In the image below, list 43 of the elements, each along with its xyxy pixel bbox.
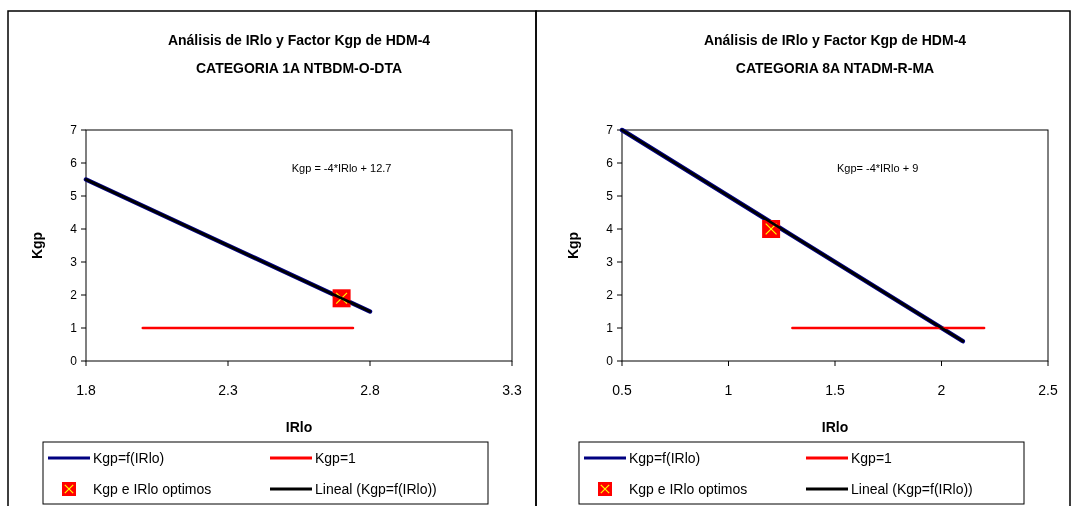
y-tick-label: 6 [70, 156, 78, 171]
chart-title: Análisis de IRlo y Factor Kgp de HDM-4 [703, 32, 967, 48]
y-tick-label: 2 [70, 288, 78, 303]
x-tick-label: 0.5 [612, 382, 632, 398]
chart-subtitle: CATEGORIA 1A NTBDM-O-DTA [195, 60, 403, 76]
legend-label: Kgp=1 [315, 449, 357, 466]
x-tick-label: 2.8 [360, 382, 380, 398]
y-tick-label: 1 [606, 321, 614, 336]
y-tick-label: 4 [70, 222, 78, 237]
legend-label: Lineal (Kgp=f(IRlo)) [851, 480, 973, 497]
y-tick-label: 2 [606, 288, 614, 303]
y-axis-title: Kgp [565, 231, 581, 260]
legend-label: Kgp e IRlo optimos [93, 480, 212, 497]
x-tick-label: 2.5 [1038, 382, 1058, 398]
legend-label: Lineal (Kgp=f(IRlo)) [315, 480, 437, 497]
y-tick-label: 5 [70, 189, 78, 204]
y-tick-label: 1 [70, 321, 78, 336]
y-tick-label: 0 [606, 354, 614, 369]
legend-label: Kgp=f(IRlo) [93, 449, 165, 466]
x-tick-label: 1.5 [825, 382, 845, 398]
x-tick-label: 1 [724, 382, 733, 398]
y-tick-label: 3 [606, 255, 614, 270]
y-tick-label: 7 [70, 123, 78, 138]
legend-label: Kgp e IRlo optimos [629, 480, 748, 497]
y-tick-label: 6 [606, 156, 614, 171]
x-tick-label: 1.8 [76, 382, 96, 398]
x-tick-label: 3.3 [502, 382, 522, 398]
chart-title: Análisis de IRlo y Factor Kgp de HDM-4 [167, 32, 431, 48]
legend-label: Kgp=1 [851, 449, 893, 466]
x-tick-label: 2 [937, 382, 946, 398]
annotation: Kgp = -4*IRlo + 12.7 [291, 162, 392, 174]
legend-label: Kgp=f(IRlo) [629, 449, 701, 466]
y-tick-label: 5 [606, 189, 614, 204]
y-tick-label: 0 [70, 354, 78, 369]
y-tick-label: 3 [70, 255, 78, 270]
y-tick-label: 4 [606, 222, 614, 237]
x-axis-title: IRlo [821, 419, 849, 435]
x-tick-label: 2.3 [218, 382, 238, 398]
y-tick-label: 7 [606, 123, 614, 138]
x-axis-title: IRlo [285, 419, 313, 435]
chart-subtitle: CATEGORIA 8A NTADM-R-MA [735, 60, 935, 76]
annotation: Kgp= -4*IRlo + 9 [836, 162, 919, 174]
y-axis-title: Kgp [29, 231, 45, 260]
